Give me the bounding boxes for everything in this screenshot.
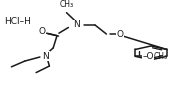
Text: HCl–H: HCl–H [4,17,31,26]
Text: CH₃: CH₃ [154,52,168,61]
Text: N: N [42,52,49,61]
Text: O: O [38,27,45,36]
Text: CH₃: CH₃ [59,0,74,9]
Text: –O: –O [142,52,154,61]
Text: N: N [73,20,79,29]
Text: O: O [116,30,123,39]
